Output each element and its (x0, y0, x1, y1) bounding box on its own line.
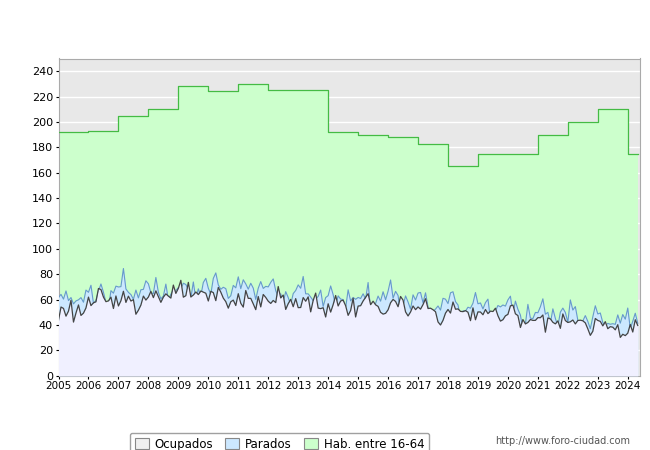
Legend: Ocupados, Parados, Hab. entre 16-64: Ocupados, Parados, Hab. entre 16-64 (130, 433, 429, 450)
Text: Salillas de Jalón - Evolucion de la poblacion en edad de Trabajar Mayo de 2024: Salillas de Jalón - Evolucion de la pobl… (73, 17, 577, 30)
Text: http://www.foro-ciudad.com: http://www.foro-ciudad.com (495, 436, 630, 446)
